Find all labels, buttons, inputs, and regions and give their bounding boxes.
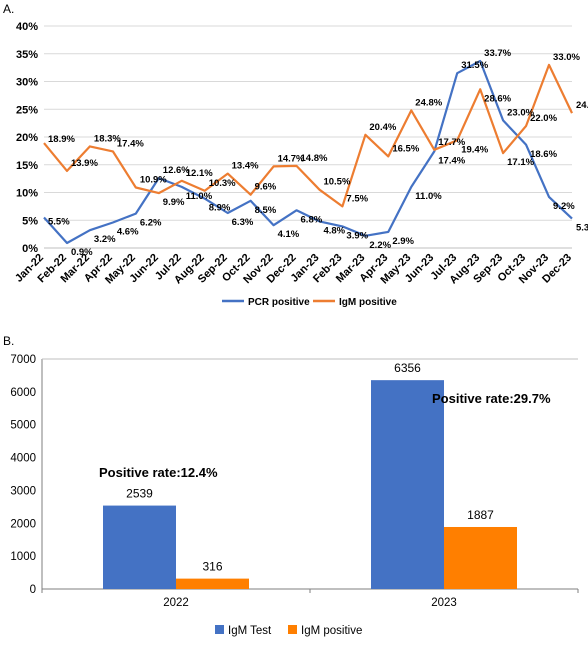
y-tick-label: 3000 — [10, 485, 36, 497]
igm-data-label: 14.8% — [301, 153, 328, 164]
igm-data-label: 24.3% — [576, 100, 588, 111]
y-tick-label: 30% — [16, 77, 38, 89]
igm-positive-bar — [444, 526, 517, 589]
pcr-data-label: 12.6% — [163, 165, 190, 176]
panel-b-label: B. — [3, 334, 14, 348]
igm-data-label: 9.6% — [255, 182, 277, 193]
igm-positive-bar-label: 316 — [202, 560, 222, 574]
y-tick-label: 2000 — [10, 518, 36, 530]
y-tick-label: 5000 — [10, 420, 36, 432]
y-tick-label: 6000 — [10, 387, 36, 399]
pcr-data-label: 17.4% — [438, 155, 465, 166]
y-tick-label: 5% — [22, 215, 38, 227]
y-tick-label: 1000 — [10, 551, 36, 563]
legend-pcr-label: PCR positive — [248, 297, 310, 308]
x-category-label: 2022 — [163, 597, 189, 609]
pcr-data-label: 4.6% — [117, 226, 139, 237]
y-tick-label: 0 — [30, 584, 36, 596]
igm-data-label: 14.7% — [278, 153, 305, 164]
igm-data-label: 28.6% — [484, 93, 511, 104]
legend-igm-positive-swatch — [288, 625, 297, 634]
pcr-data-label: 5.3% — [576, 223, 588, 234]
y-tick-label: 25% — [16, 104, 38, 116]
igm-positive-line — [43, 63, 573, 208]
y-tick-label: 4000 — [10, 453, 36, 465]
panel-a-label: A. — [3, 2, 14, 16]
pcr-data-label: 11.0% — [415, 191, 442, 202]
pcr-data-label: 0.9% — [71, 247, 93, 258]
igm-test-bar — [371, 380, 444, 589]
igm-data-label: 19.4% — [461, 144, 488, 155]
pcr-data-label: 11.0% — [186, 191, 213, 202]
pcr-data-label: 3.9% — [346, 230, 368, 241]
y-tick-label: 35% — [16, 49, 38, 61]
pcr-data-label: 5.5% — [48, 216, 70, 227]
legend-igm-test-label: IgM Test — [228, 625, 272, 637]
annotation-2023-positive-rate: Positive rate:29.7% — [432, 391, 551, 406]
pcr-data-label: 4.1% — [278, 229, 300, 240]
igm-data-label: 7.5% — [346, 193, 368, 204]
pcr-data-label: 6.3% — [232, 217, 254, 228]
igm-data-label: 10.9% — [140, 175, 167, 186]
pcr-data-label: 8.9% — [209, 203, 231, 214]
igm-data-label: 10.5% — [323, 177, 350, 188]
y-tick-label: 7000 — [10, 354, 36, 366]
pcr-data-label: 31.5% — [461, 60, 488, 71]
y-tick-label: 15% — [16, 160, 38, 172]
igm-data-label: 18.3% — [94, 133, 121, 144]
igm-data-label: 16.5% — [392, 143, 419, 154]
igm-positive-bar-label: 1887 — [467, 508, 494, 522]
legend-igm-test-swatch — [215, 625, 224, 634]
igm-data-label: 17.1% — [507, 157, 534, 168]
pcr-data-label: 4.8% — [323, 225, 345, 236]
igm-data-label: 9.9% — [163, 197, 185, 208]
pcr-data-label: 23.0% — [507, 107, 534, 118]
pcr-data-label: 3.2% — [94, 234, 116, 245]
y-tick-label: 40% — [16, 21, 38, 33]
line-chart: 0%5%10%15%20%25%30%35%40%Jan-22Feb-22Mar… — [13, 21, 588, 286]
annotation-2022-positive-rate: Positive rate:12.4% — [99, 465, 218, 480]
bar-chart-legend: IgM Test IgM positive — [215, 625, 362, 637]
pcr-data-label: 6.8% — [301, 214, 323, 225]
igm-data-label: 33.0% — [553, 52, 580, 63]
igm-data-label: 13.4% — [232, 161, 259, 172]
igm-data-label: 10.3% — [209, 178, 236, 189]
y-tick-label: 20% — [16, 132, 38, 144]
pcr-positive-line — [43, 59, 573, 245]
y-tick-label: 0% — [22, 243, 38, 255]
y-tick-label: 10% — [16, 188, 38, 200]
x-category-label: 2023 — [431, 597, 457, 609]
pcr-data-label: 33.7% — [484, 48, 511, 59]
igm-data-label: 24.8% — [415, 97, 442, 108]
igm-test-bar-label: 2539 — [126, 487, 153, 501]
igm-data-label: 18.9% — [48, 134, 75, 145]
igm-data-label: 17.7% — [438, 137, 465, 148]
igm-test-bar — [103, 505, 176, 589]
legend-igm-label: IgM positive — [339, 297, 397, 308]
pcr-data-label: 9.2% — [553, 201, 575, 212]
legend-igm-positive-label: IgM positive — [301, 625, 362, 637]
igm-positive-bar — [176, 578, 249, 589]
igm-data-label: 22.0% — [530, 113, 557, 124]
pcr-data-label: 6.2% — [140, 218, 162, 229]
pcr-data-label: 2.2% — [369, 240, 391, 251]
igm-data-label: 12.1% — [186, 168, 213, 179]
pcr-data-label: 2.9% — [392, 236, 414, 247]
igm-data-label: 17.4% — [117, 138, 144, 149]
igm-data-label: 20.4% — [369, 122, 396, 133]
line-chart-legend: PCR positive IgM positive — [222, 297, 397, 308]
pcr-data-label: 18.6% — [530, 149, 557, 160]
bar-chart: 0 1000 2000 3000 4000 5000 6000 7000 2539 316 2022… — [10, 354, 579, 609]
pcr-data-label: 8.5% — [255, 205, 277, 216]
igm-data-label: 13.9% — [71, 158, 98, 169]
igm-test-bar-label: 6356 — [394, 361, 421, 375]
